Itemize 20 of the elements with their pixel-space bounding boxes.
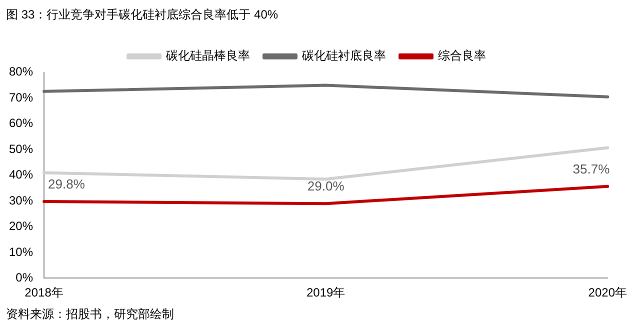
data-label: 29.0% bbox=[307, 178, 345, 194]
x-tick-label: 2018年 bbox=[24, 286, 64, 300]
x-tick-label: 2019年 bbox=[306, 286, 346, 300]
legend-label: 碳化硅晶棒良率 bbox=[165, 48, 250, 63]
text: 资料来源：招股书，研究部绘制 bbox=[6, 307, 174, 322]
data-label: 35.7% bbox=[572, 161, 610, 176]
y-tick-label: 70% bbox=[8, 90, 34, 104]
y-tick-label: 30% bbox=[8, 193, 34, 208]
data-label: 29.8% bbox=[48, 176, 86, 192]
y-tick-label: 50% bbox=[8, 142, 34, 156]
y-tick-label: 20% bbox=[8, 219, 34, 234]
y-tick-label: 10% bbox=[8, 244, 34, 259]
legend-label: 综合良率 bbox=[438, 48, 486, 63]
y-tick-label: 0% bbox=[16, 270, 34, 285]
x-tick-label: 2020年 bbox=[588, 286, 628, 300]
legend-label: 碳化硅衬底良率 bbox=[301, 48, 386, 63]
y-tick-label: 60% bbox=[8, 116, 34, 130]
y-tick-label: 40% bbox=[8, 168, 34, 182]
y-tick-label: 80% bbox=[8, 64, 34, 79]
chart-title: 图 33：行业竞争对手碳化硅衬底综合良率低于 40% bbox=[6, 8, 278, 22]
